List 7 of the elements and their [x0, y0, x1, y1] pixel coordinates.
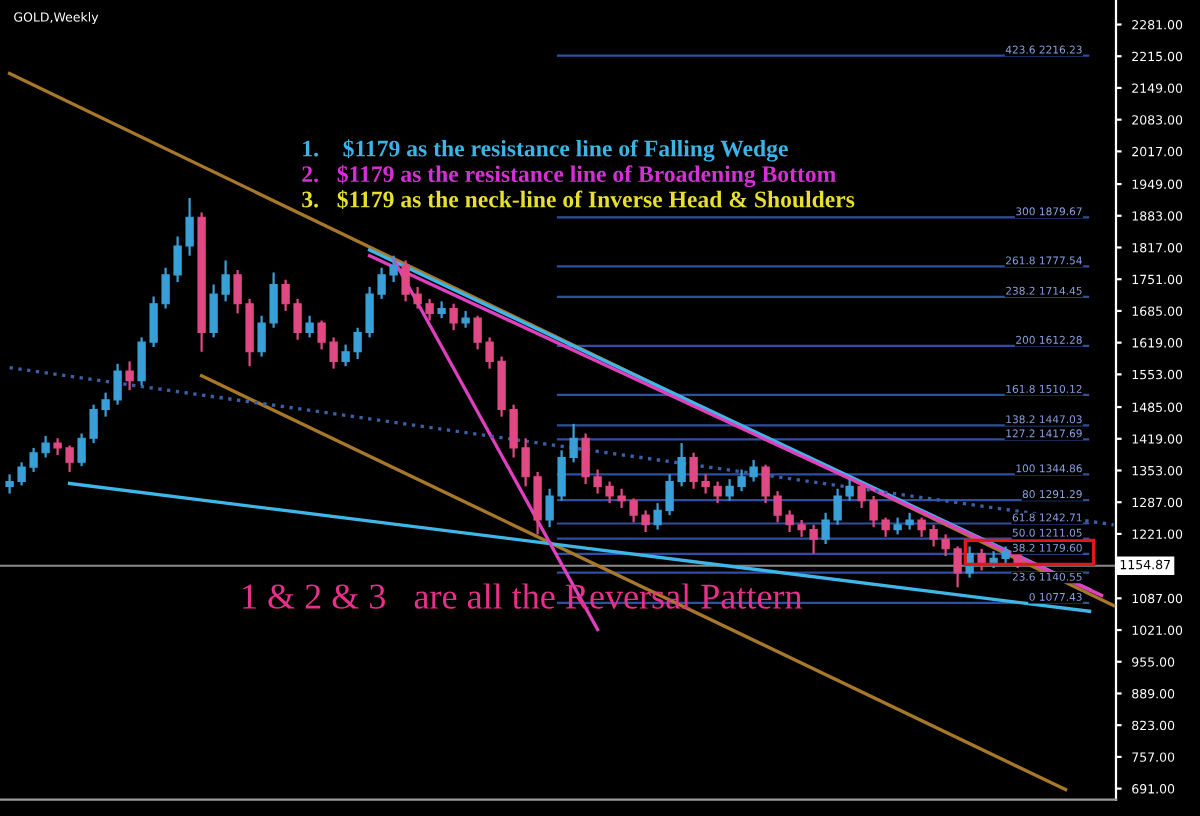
candlestick: [449, 302, 458, 332]
candlestick: [125, 360, 134, 392]
annotation: 1. $1179 as the resistance line of Falling Wedge: [303, 139, 788, 162]
candlestick: [977, 547, 986, 572]
annotation: 3. $1179 as the neck-line of Inverse Head & Shoulders: [302, 190, 855, 209]
annotation: 2. $1179 as the resistance line of Broadening Bottom: [302, 164, 836, 188]
candlestick: [305, 314, 314, 339]
